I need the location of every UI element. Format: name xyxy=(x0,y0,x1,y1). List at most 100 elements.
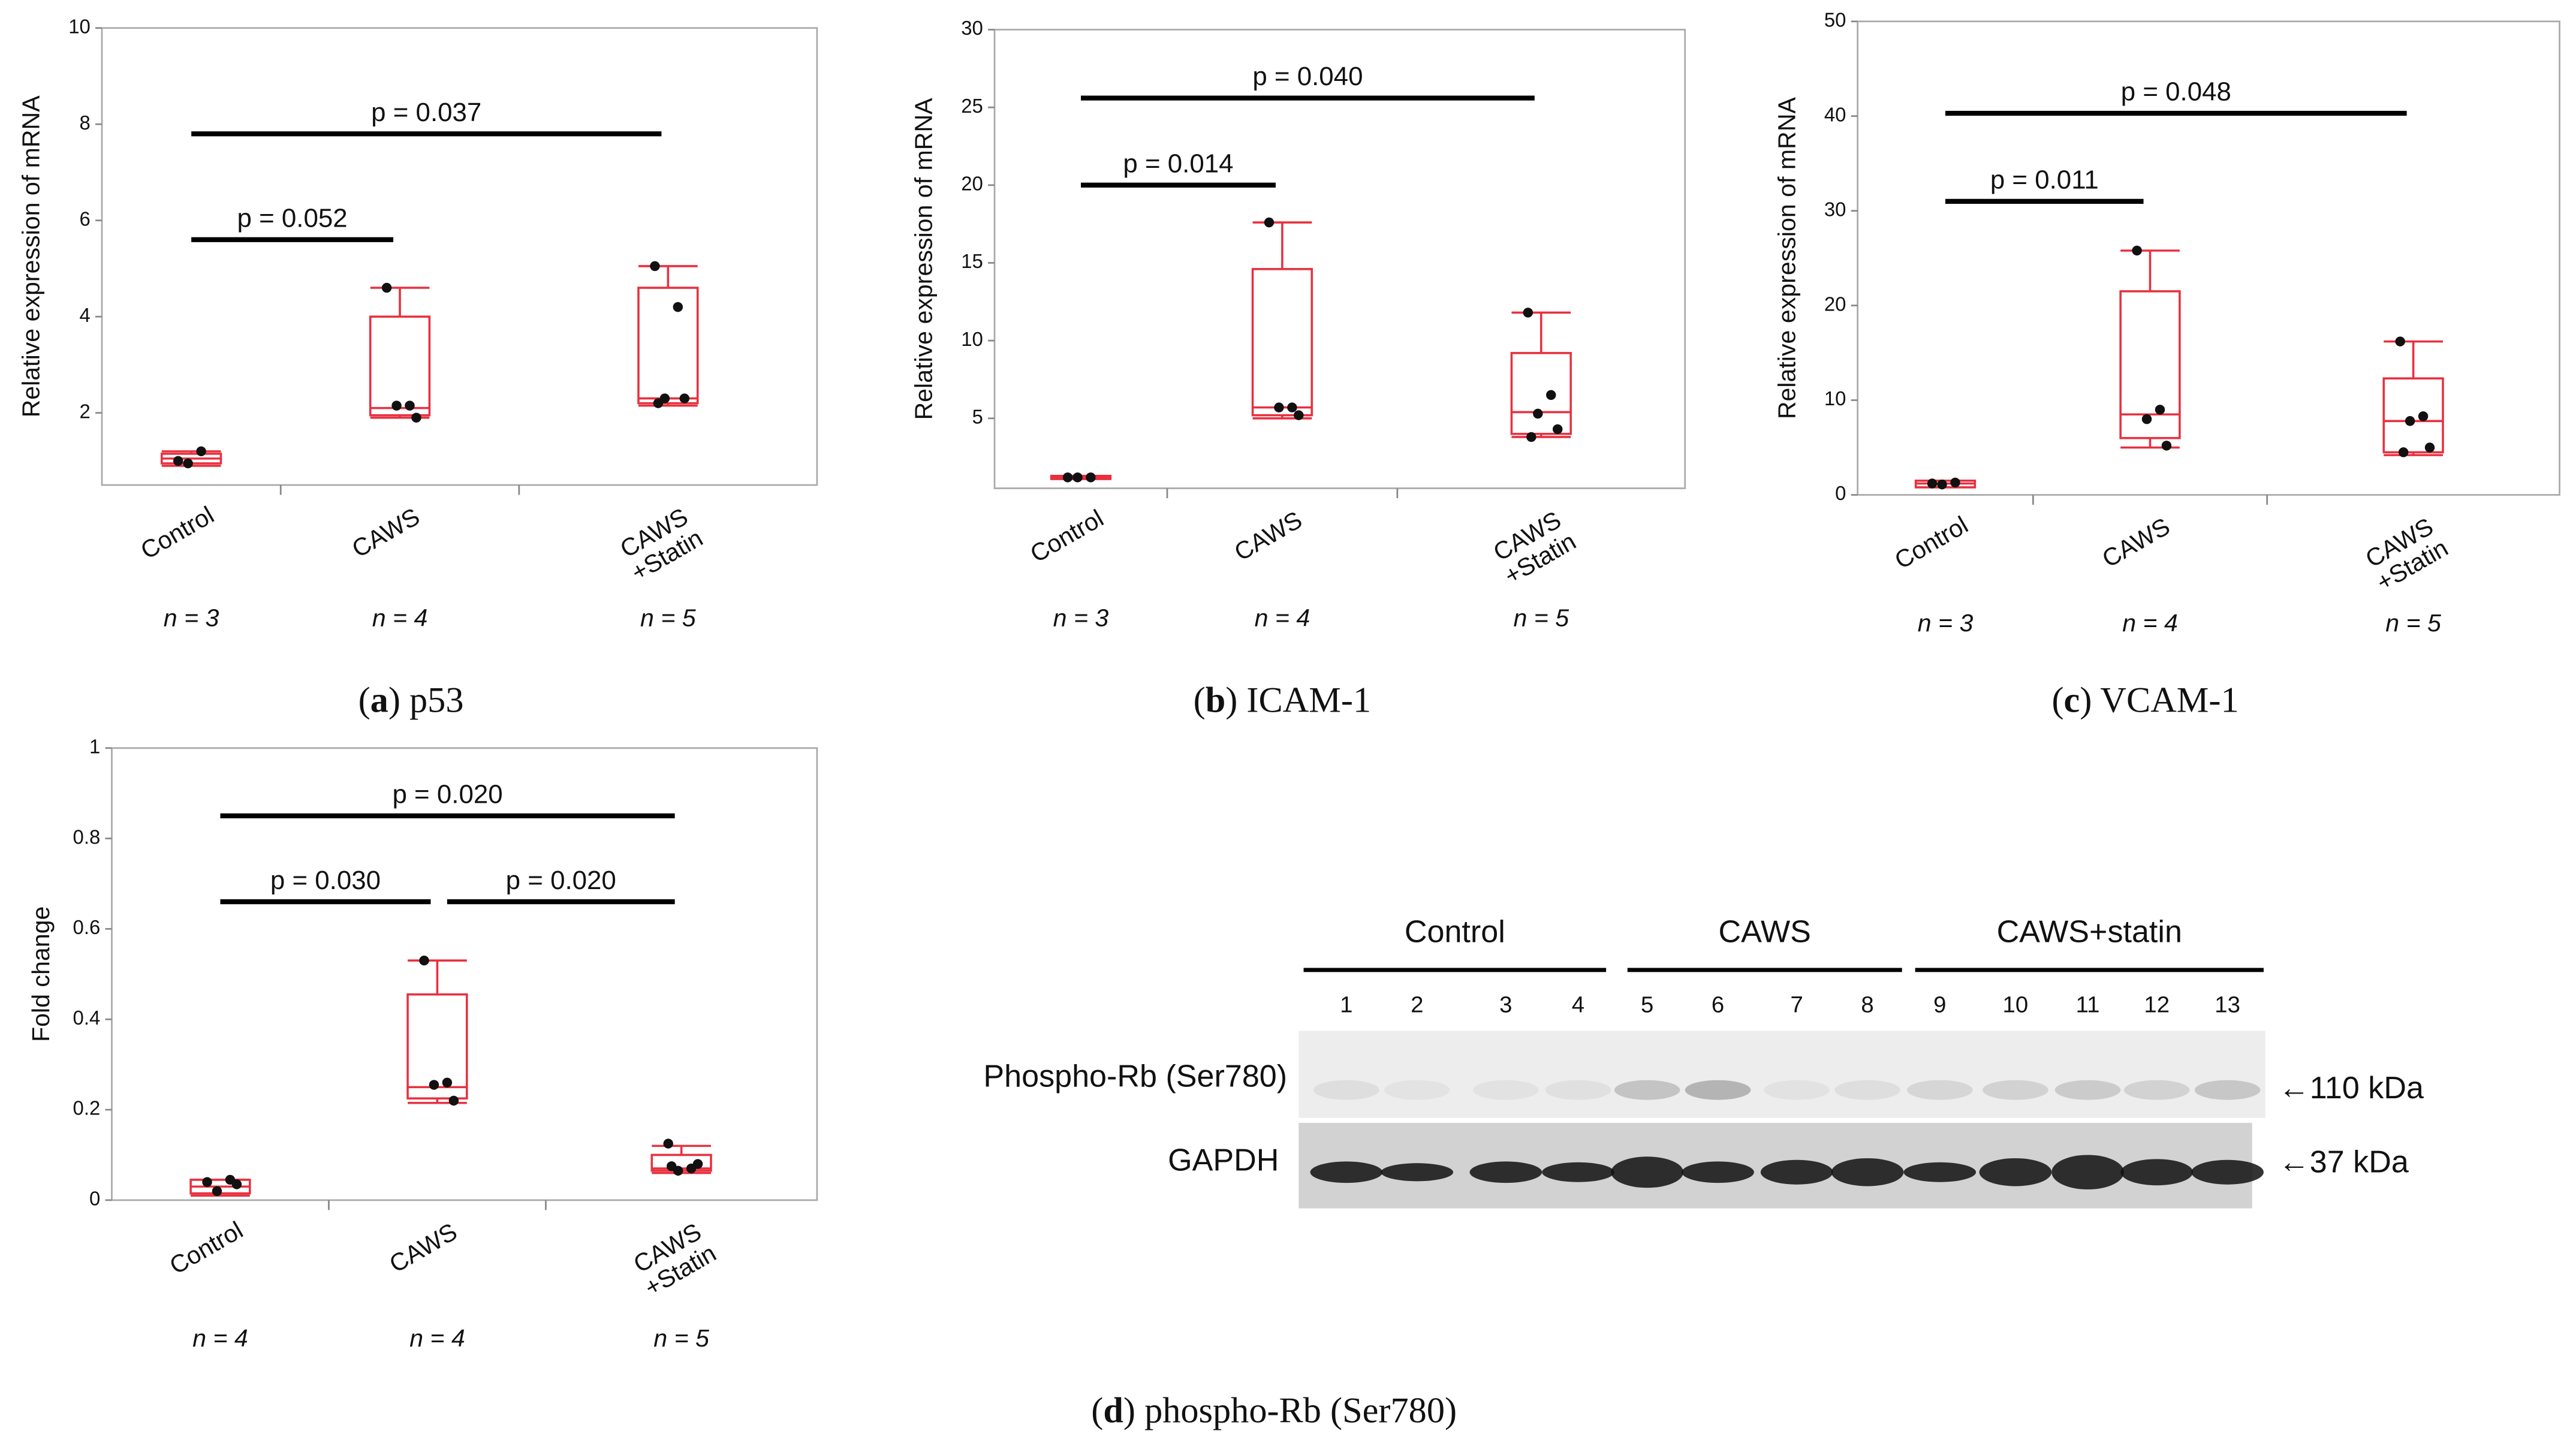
y-tick-label: 0 xyxy=(89,1188,100,1210)
data-point xyxy=(1523,308,1533,318)
caption-part: ( xyxy=(2051,680,2063,721)
phospho-band xyxy=(1384,1080,1450,1100)
data-point xyxy=(2418,411,2429,421)
y-tick-label: 2 xyxy=(80,400,91,422)
gapdh-band xyxy=(1682,1161,1754,1183)
y-tick-label: 40 xyxy=(1824,103,1846,125)
n-label: n = 5 xyxy=(1513,604,1569,632)
gapdh-band xyxy=(1381,1163,1454,1182)
phospho-band xyxy=(2194,1080,2261,1100)
n-label: n = 4 xyxy=(409,1324,465,1352)
x-tick-label: Control xyxy=(1890,511,1973,574)
y-tick-label: 0.4 xyxy=(73,1007,101,1029)
x-tick-label: CAWS xyxy=(347,502,424,563)
y-tick-label: 10 xyxy=(68,15,91,37)
data-point xyxy=(442,1077,453,1088)
lane-number: 2 xyxy=(1411,992,1423,1017)
data-point xyxy=(2405,416,2415,426)
blot-row-label: Phospho-Rb (Ser780) xyxy=(983,1059,1287,1094)
data-point xyxy=(1274,402,1284,412)
y-tick-label: 0.6 xyxy=(73,916,101,938)
lane-number: 4 xyxy=(1572,992,1584,1017)
caption-part: d xyxy=(1103,1390,1123,1430)
data-point xyxy=(405,400,415,411)
p-value: p = 0.048 xyxy=(2121,77,2231,107)
y-tick-label: 1 xyxy=(89,735,100,757)
caption-part: c xyxy=(2064,680,2080,721)
lane-number: 10 xyxy=(2003,992,2029,1017)
data-point xyxy=(381,282,392,293)
y-axis-label: Relative expression of mRNA xyxy=(1773,97,1800,419)
data-point xyxy=(2398,447,2409,457)
caption-part: ( xyxy=(358,680,370,721)
plot-frame xyxy=(993,29,1686,489)
blot-size-label: ←110 kDa xyxy=(2279,1071,2424,1105)
x-tick-label: CAWS xyxy=(2098,513,2175,573)
y-tick-label: 20 xyxy=(1824,293,1846,315)
p-value: p = 0.020 xyxy=(392,780,502,809)
plot-frame xyxy=(101,27,818,486)
phospho-band xyxy=(1313,1080,1379,1100)
y-tick-label: 25 xyxy=(961,95,983,117)
caption: (a) p53 xyxy=(358,680,464,721)
data-point xyxy=(653,398,664,408)
y-tick-label: 5 xyxy=(972,405,983,427)
n-label: n = 4 xyxy=(1255,604,1310,632)
gapdh-band xyxy=(1903,1162,1977,1182)
y-tick-label: 15 xyxy=(961,250,983,272)
lane-number: 11 xyxy=(2076,992,2100,1017)
box xyxy=(1251,268,1313,417)
phospho-band xyxy=(1685,1080,1751,1100)
data-point xyxy=(429,1080,439,1090)
data-point xyxy=(1072,472,1083,483)
box xyxy=(637,287,699,405)
data-point xyxy=(1294,410,1304,420)
y-tick-label: 0.2 xyxy=(73,1097,101,1119)
x-tick-label: Control xyxy=(165,1216,248,1279)
y-axis-label: Relative expression of mRNA xyxy=(910,98,938,420)
caption-part: b xyxy=(1206,680,1226,721)
n-label: n = 4 xyxy=(372,604,428,632)
gapdh-band xyxy=(1979,1158,2052,1186)
x-tick-label: CAWS xyxy=(385,1218,462,1278)
p-value: p = 0.040 xyxy=(1252,62,1363,91)
caption-part: ) VCAM-1 xyxy=(2080,680,2238,721)
gapdh-band xyxy=(1611,1156,1683,1188)
data-point xyxy=(202,1177,212,1187)
n-label: n = 5 xyxy=(653,1324,709,1352)
y-tick-label: 0 xyxy=(1835,482,1846,504)
blot-group-label: CAWS xyxy=(1719,914,1811,949)
gapdh-band xyxy=(1831,1158,1904,1186)
data-point xyxy=(679,393,690,403)
phospho-band xyxy=(1545,1080,1611,1100)
data-point xyxy=(1937,479,1947,490)
data-point xyxy=(1264,217,1275,228)
data-point xyxy=(212,1186,222,1197)
phospho-band xyxy=(1614,1080,1680,1100)
data-point xyxy=(1927,478,1938,489)
phospho-band xyxy=(1906,1080,1973,1100)
p-value: p = 0.011 xyxy=(1990,165,2099,195)
p-value: p = 0.052 xyxy=(237,203,348,233)
data-point xyxy=(1062,472,1073,483)
lane-number: 5 xyxy=(1641,992,1653,1017)
caption-part: a xyxy=(370,680,388,721)
data-point xyxy=(2141,414,2152,424)
p-value: p = 0.030 xyxy=(270,866,381,895)
n-label: n = 5 xyxy=(2385,609,2441,637)
n-label: n = 4 xyxy=(2122,609,2178,637)
data-point xyxy=(2132,245,2142,256)
lane-number: 1 xyxy=(1340,992,1352,1017)
blot-group-label: Control xyxy=(1405,914,1505,949)
lane-number: 9 xyxy=(1933,992,1946,1017)
data-point xyxy=(692,1159,703,1169)
x-tick-label: Control xyxy=(136,501,219,565)
p-value: p = 0.014 xyxy=(1123,149,1233,178)
x-tick-label: CAWS+Statin xyxy=(1487,505,1580,590)
lane-number: 6 xyxy=(1712,992,1724,1017)
data-point xyxy=(411,412,421,423)
gapdh-band xyxy=(1469,1161,1542,1183)
caption: (c) VCAM-1 xyxy=(2051,680,2238,721)
